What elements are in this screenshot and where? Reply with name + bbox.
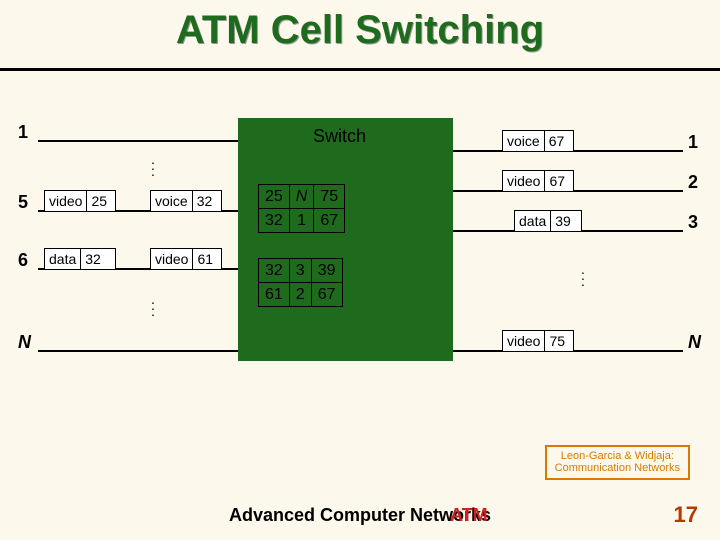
out-cell-video67: video 67: [502, 170, 574, 192]
credit-line: Leon-Garcia & Widjaja:: [555, 450, 680, 463]
right-port-1: 1: [688, 132, 698, 153]
footer-topic: ATM: [450, 505, 488, 526]
cell-type: video: [503, 331, 544, 351]
switching-diagram: Switch 1 ... 5 video 25 voice 32 6 data …: [18, 118, 702, 388]
left-wire-1: [38, 140, 238, 142]
cell-vci: 32: [80, 249, 105, 269]
table-cell: 1: [289, 209, 314, 233]
out-cell-voice67: voice 67: [502, 130, 574, 152]
cell-type: voice: [151, 191, 192, 211]
cell-type: data: [45, 249, 80, 269]
table-cell: 2: [289, 283, 311, 307]
cell-vci: 67: [544, 131, 569, 151]
table-cell: 25: [259, 185, 290, 209]
table-cell: 32: [259, 259, 290, 283]
table-cell: 75: [314, 185, 345, 209]
table-row: 32 1 67: [259, 209, 345, 233]
table-row: 61 2 67: [259, 283, 343, 307]
footer-title: Advanced Computer Networks: [0, 505, 720, 526]
page-title: ATM Cell Switching: [0, 8, 720, 53]
cell-type: video: [45, 191, 86, 211]
credit-line: Communication Networks: [555, 462, 680, 475]
vdots-right: ...: [578, 266, 588, 284]
cell-vci: 32: [192, 191, 217, 211]
lookup-table-2: 32 3 39 61 2 67: [258, 258, 343, 307]
cell-vci: 39: [550, 211, 575, 231]
cell-vci: 25: [86, 191, 111, 211]
table-cell: 67: [314, 209, 345, 233]
page-number: 17: [674, 502, 698, 528]
cell-type: video: [151, 249, 192, 269]
cell-type: data: [515, 211, 550, 231]
slide: ATM Cell Switching Switch 1 ... 5 video …: [0, 0, 720, 540]
in-cell-video25: video 25: [44, 190, 116, 212]
left-wire-N: [38, 350, 238, 352]
in-cell-voice32: voice 32: [150, 190, 222, 212]
right-port-2: 2: [688, 172, 698, 193]
cell-vci: 75: [544, 331, 569, 351]
cell-type: video: [503, 171, 544, 191]
cell-vci: 61: [192, 249, 217, 269]
credit-box: Leon-Garcia & Widjaja: Communication Net…: [545, 445, 690, 480]
in-cell-data32: data 32: [44, 248, 116, 270]
switch-label: Switch: [313, 126, 366, 147]
lookup-table-1: 25 N 75 32 1 67: [258, 184, 345, 233]
table-cell: 3: [289, 259, 311, 283]
out-cell-video75: video 75: [502, 330, 574, 352]
table-cell: 61: [259, 283, 290, 307]
table-cell: 67: [311, 283, 342, 307]
table-cell: 32: [259, 209, 290, 233]
title-rule: [0, 68, 720, 71]
right-port-3: 3: [688, 212, 698, 233]
table-row: 32 3 39: [259, 259, 343, 283]
table-row: 25 N 75: [259, 185, 345, 209]
left-port-N: N: [18, 332, 31, 353]
left-port-6: 6: [18, 250, 28, 271]
out-cell-data39: data 39: [514, 210, 582, 232]
right-port-N: N: [688, 332, 701, 353]
left-port-1: 1: [18, 122, 28, 143]
table-cell: 39: [311, 259, 342, 283]
cell-vci: 67: [544, 171, 569, 191]
vdots-left-top: ...: [148, 156, 158, 174]
cell-type: voice: [503, 131, 544, 151]
vdots-left-bot: ...: [148, 296, 158, 314]
in-cell-video61: video 61: [150, 248, 222, 270]
switch-box: [238, 118, 453, 361]
table-cell: N: [289, 185, 314, 209]
left-port-5: 5: [18, 192, 28, 213]
